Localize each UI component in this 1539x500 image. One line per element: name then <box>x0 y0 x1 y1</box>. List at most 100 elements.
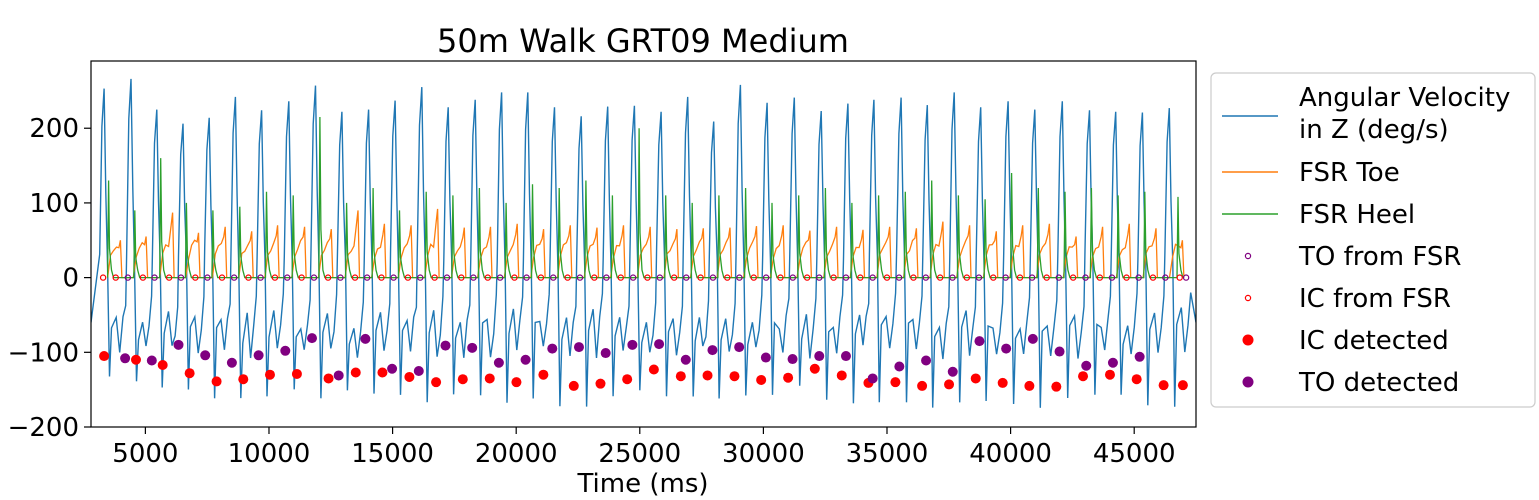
ic-from-fsr-point <box>1069 274 1077 281</box>
to-from-fsr-point <box>762 274 770 281</box>
x-tick-label: 45000 <box>1093 439 1176 469</box>
ic-from-fsr-point <box>484 274 491 281</box>
to-detected-point <box>333 370 344 381</box>
to-from-fsr-point <box>656 274 664 281</box>
to-detected-point <box>200 350 211 361</box>
to-from-fsr-point <box>1108 274 1116 281</box>
ic-from-fsr-point <box>910 274 917 281</box>
to-from-fsr-point <box>257 274 264 281</box>
ic-detected-point <box>595 378 606 389</box>
y-tick-label: −200 <box>8 413 79 443</box>
to-from-fsr-point <box>816 274 823 281</box>
ic-detected-point <box>431 377 442 388</box>
ic-detected-point <box>238 374 249 385</box>
ic-detected-point <box>323 373 334 384</box>
x-tick-label: 35000 <box>846 439 929 469</box>
ic-detected-point <box>675 371 686 382</box>
to-detected-point <box>467 342 478 353</box>
legend-label: in Z (deg/s) <box>1299 115 1449 145</box>
to-from-fsr-point <box>1135 274 1142 281</box>
to-from-fsr-point <box>683 274 690 281</box>
y-tick-label: −100 <box>8 338 79 368</box>
y-tick-label: 200 <box>29 114 79 144</box>
legend-frame <box>1210 72 1536 408</box>
to-from-fsr-point <box>230 274 238 281</box>
to-detected-point <box>173 339 184 350</box>
to-detected-point <box>1134 351 1145 362</box>
ic-from-fsr-point <box>458 274 465 281</box>
ic-from-fsr-point <box>511 274 518 281</box>
to-from-fsr-point <box>204 274 211 281</box>
ic-detected-point <box>756 374 767 385</box>
ic-detected-point <box>917 380 928 391</box>
ic-from-fsr-point <box>936 274 944 281</box>
ic-detected-point <box>350 367 361 378</box>
to-detected-point <box>547 343 558 354</box>
ic-from-fsr-point <box>165 274 173 281</box>
legend-label: FSR Toe <box>1299 158 1400 188</box>
to-detected-point <box>921 355 932 366</box>
ic-from-fsr-point <box>963 274 971 281</box>
to-detected-point <box>867 373 878 384</box>
to-detected-point <box>680 354 691 365</box>
to-detected-point <box>974 336 985 347</box>
ic-detected-point <box>457 374 468 385</box>
ic-detected-point <box>702 370 713 381</box>
legend-label: IC detected <box>1299 326 1449 356</box>
ic-detected-point <box>1177 380 1188 391</box>
to-from-fsr-point <box>337 274 344 281</box>
to-detected-point <box>573 342 584 353</box>
ic-detected-point <box>404 371 415 382</box>
to-from-fsr-point <box>151 274 158 281</box>
to-detected-point <box>894 361 905 372</box>
to-detected-point <box>600 348 611 359</box>
ic-detected-point <box>377 367 388 378</box>
ic-from-fsr-point <box>750 274 757 281</box>
ic-from-fsr-point <box>990 274 997 281</box>
to-detected-point <box>440 340 451 351</box>
ic-detected-point <box>184 368 195 379</box>
to-from-fsr-point <box>363 274 371 281</box>
ic-detected-point <box>264 369 275 380</box>
ic-from-fsr-point <box>670 274 678 281</box>
to-detected-point <box>360 333 371 344</box>
x-tick-label: 30000 <box>722 439 805 469</box>
to-detected-point <box>1027 333 1038 344</box>
ic-from-fsr-point <box>378 274 385 281</box>
to-detected-point <box>947 366 958 377</box>
ic-from-fsr-point <box>803 274 811 281</box>
ic-detected-point <box>622 374 633 385</box>
ic-detected-point <box>1131 374 1142 385</box>
to-detected-point <box>493 357 504 368</box>
ic-from-fsr-point <box>617 274 624 281</box>
to-detected-point <box>520 354 531 365</box>
ic-from-fsr-point <box>324 274 332 281</box>
ic-detected-point <box>1051 381 1062 392</box>
x-tick-label: 5000 <box>112 439 178 469</box>
ic-from-fsr-point <box>644 274 651 281</box>
to-from-fsr-point <box>709 274 717 281</box>
ic-detected-point <box>970 373 981 384</box>
to-from-fsr-point <box>949 274 956 281</box>
ic-from-fsr-point <box>857 274 864 281</box>
to-from-fsr-point <box>895 274 903 281</box>
ic-from-fsr-point <box>1096 274 1104 281</box>
ic-from-fsr-point <box>883 274 891 281</box>
x-tick-label: 20000 <box>475 439 558 469</box>
to-from-fsr-point <box>284 274 291 281</box>
legend-swatch <box>1244 252 1252 260</box>
to-from-fsr-point <box>1055 274 1063 281</box>
legend-label: TO detected <box>1298 368 1459 398</box>
to-from-fsr-point <box>842 274 850 281</box>
to-detected-point <box>1001 343 1012 354</box>
ic-detected-point <box>836 370 847 381</box>
to-detected-point <box>120 353 131 364</box>
to-detected-point <box>840 351 851 362</box>
to-detected-point <box>307 333 317 344</box>
ic-from-fsr-point <box>1043 274 1050 281</box>
x-tick-label: 40000 <box>969 439 1052 469</box>
ic-detected-point <box>783 372 794 383</box>
ic-detected-point <box>648 364 659 375</box>
